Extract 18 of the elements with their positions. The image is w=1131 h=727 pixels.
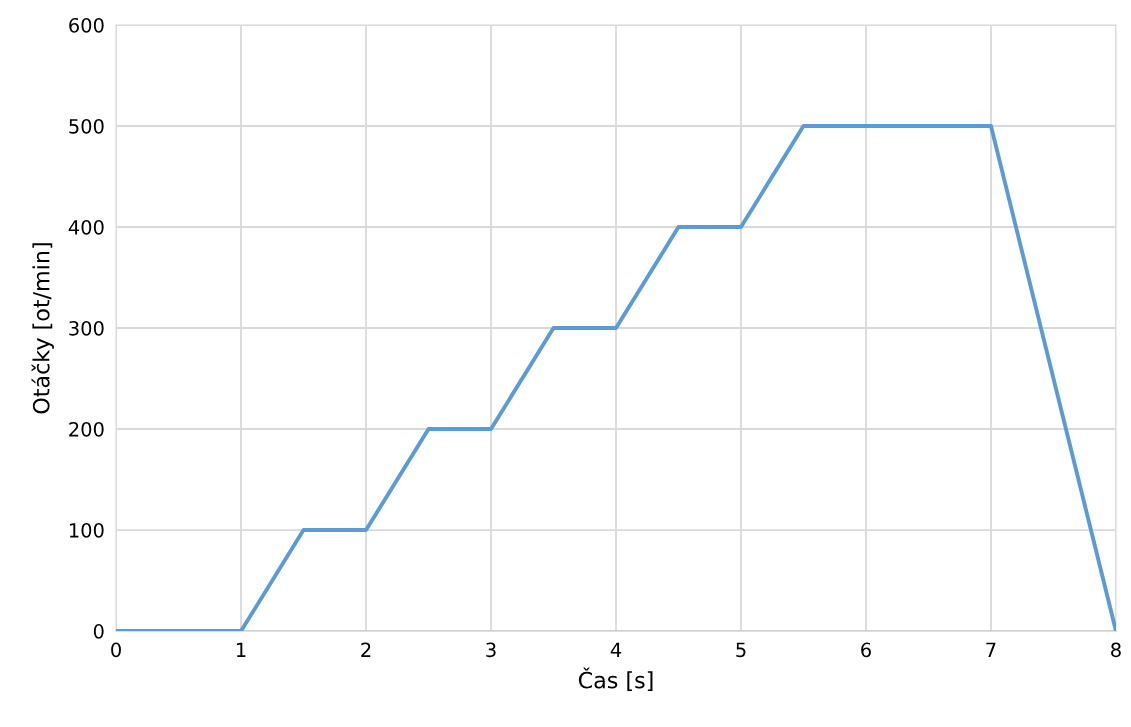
x-tick-label: 3 [486, 642, 496, 658]
x-tick-label: 6 [861, 642, 871, 658]
x-tick-label: 7 [986, 642, 996, 657]
y-axis-title: Otáčky [ot/min] [31, 243, 54, 414]
y-tick-label: 0 [93, 623, 104, 639]
y-tick-label: 500 [69, 118, 104, 134]
x-tick-label: 8 [1111, 642, 1121, 658]
x-tick-label: 0 [111, 642, 121, 658]
y-tick-label: 200 [69, 421, 104, 437]
y-tick-label: 600 [69, 17, 104, 33]
x-tick-label: 5 [736, 642, 746, 658]
x-axis-title: Čas [s] [578, 667, 653, 692]
x-tick-label: 2 [361, 642, 371, 657]
y-tick-label: 100 [69, 522, 104, 538]
x-tick-label: 4 [610, 642, 622, 657]
y-tick-label: 300 [69, 320, 104, 336]
y-tick-label: 400 [68, 219, 104, 235]
x-tick-label: 1 [236, 642, 246, 657]
